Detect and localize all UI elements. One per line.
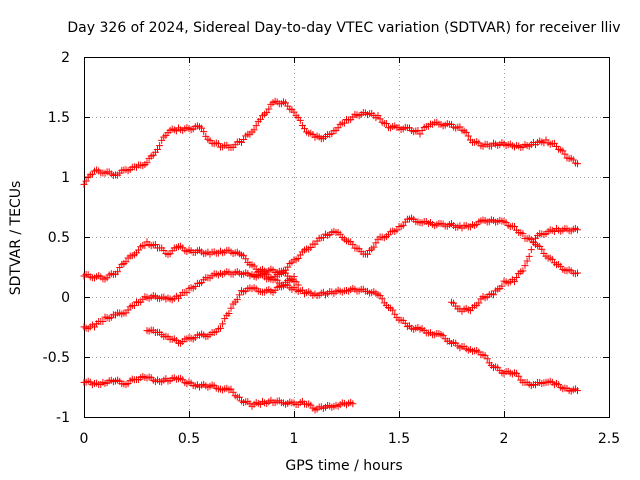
data-point	[393, 226, 401, 234]
series-3	[80, 214, 581, 333]
y-axis-label: SDTVAR / TECUs	[8, 181, 24, 296]
data-point	[235, 291, 243, 299]
data-point	[561, 150, 569, 158]
data-point	[154, 146, 161, 154]
y-tick-label: 1	[61, 170, 70, 186]
data-point	[200, 128, 208, 136]
y-tick-label: 0.5	[48, 230, 70, 246]
data-point	[513, 274, 521, 282]
data-point	[511, 222, 518, 230]
x-tick-label: 0	[80, 431, 89, 447]
data-point	[183, 289, 191, 297]
y-tick-label: 1.5	[48, 110, 70, 126]
x-axis-label: GPS time / hours	[285, 458, 402, 474]
data-point	[490, 291, 497, 299]
data-point	[143, 159, 151, 167]
data-point	[364, 250, 371, 258]
data-point	[483, 355, 491, 363]
data-point	[298, 286, 306, 294]
data-point	[99, 317, 107, 325]
data-point	[156, 142, 164, 150]
data-point	[382, 120, 390, 128]
x-tick-label: 1	[290, 431, 299, 447]
data-point	[250, 126, 258, 134]
data-point	[475, 299, 483, 307]
data-point	[198, 124, 206, 132]
series-4	[80, 372, 357, 414]
series-6	[448, 224, 581, 315]
data-point	[574, 387, 581, 395]
data-point	[233, 296, 241, 304]
data-point	[227, 304, 235, 312]
data-point	[114, 268, 122, 276]
data-points	[80, 97, 581, 414]
data-point	[519, 230, 527, 238]
series-5	[143, 273, 298, 347]
data-point	[525, 252, 533, 260]
x-tick-label: 1.5	[388, 431, 410, 447]
grid	[84, 57, 609, 417]
x-tick-label: 2	[500, 431, 509, 447]
series-1	[80, 97, 581, 188]
data-point	[515, 372, 523, 380]
y-tick-label: -0.5	[43, 350, 70, 366]
series-7	[248, 265, 302, 289]
data-point	[498, 282, 506, 290]
data-point	[130, 302, 138, 310]
data-point	[151, 240, 159, 248]
data-point	[349, 400, 357, 408]
data-point	[464, 132, 472, 140]
axis-ticks	[84, 57, 610, 418]
data-point	[284, 263, 292, 271]
data-point	[574, 269, 581, 277]
y-tick-label: -1	[56, 410, 70, 426]
data-point	[217, 324, 224, 332]
tick-labels: 0 0.5 1 1.5 2 2.5 -1 -0.5 0 0.5 1 1.5 2	[43, 50, 620, 447]
data-point	[229, 388, 237, 396]
chart-title: Day 326 of 2024, Sidereal Day-to-day VTE…	[67, 20, 620, 36]
y-tick-label: 0	[61, 290, 70, 306]
data-point	[511, 278, 518, 286]
data-point	[378, 295, 386, 303]
data-point	[349, 240, 357, 248]
data-point	[319, 234, 327, 242]
data-point	[370, 243, 378, 251]
data-point	[263, 109, 271, 117]
data-point	[82, 177, 90, 185]
data-point	[290, 108, 298, 116]
data-point	[529, 238, 537, 246]
y-tick-label: 2	[61, 50, 70, 66]
data-point	[225, 309, 233, 317]
data-point	[219, 320, 227, 328]
series-2	[80, 238, 581, 395]
data-point	[242, 255, 250, 263]
data-point	[521, 262, 529, 270]
data-point	[340, 119, 348, 127]
data-point	[462, 128, 470, 136]
x-tick-label: 2.5	[598, 431, 620, 447]
data-point	[296, 116, 304, 124]
data-point	[235, 393, 243, 401]
data-point	[519, 267, 527, 275]
data-point	[527, 246, 535, 254]
data-point	[538, 245, 546, 253]
data-point	[122, 258, 130, 266]
data-point	[574, 160, 581, 168]
x-tick-label: 0.5	[178, 431, 200, 447]
data-point	[141, 242, 149, 250]
data-point	[252, 122, 260, 130]
data-point	[372, 239, 380, 247]
data-point	[389, 306, 397, 314]
data-point	[574, 226, 581, 234]
data-point	[240, 136, 248, 144]
data-point	[294, 281, 302, 289]
data-point	[256, 115, 264, 123]
data-point	[523, 257, 531, 265]
data-point	[214, 140, 222, 148]
data-point	[265, 105, 273, 113]
